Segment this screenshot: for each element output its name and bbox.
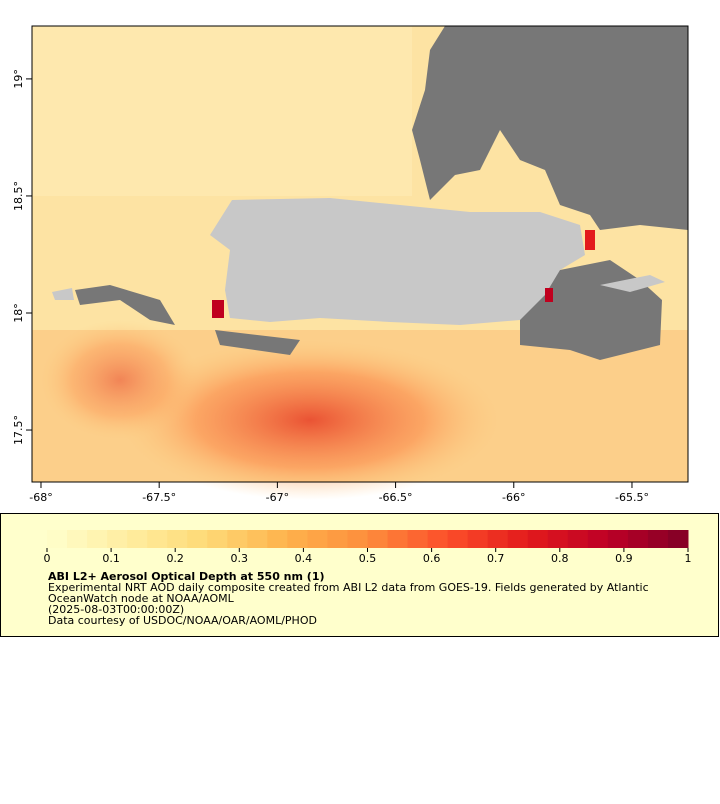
colorbar-segment xyxy=(267,530,288,548)
colorbar-tick-label: 1 xyxy=(685,552,692,565)
x-tick-label: -66.5° xyxy=(379,491,413,504)
colorbar-segment xyxy=(227,530,248,548)
x-tick-label: -67° xyxy=(266,491,289,504)
map-raster xyxy=(32,26,688,500)
colorbar-segment xyxy=(127,530,148,548)
colorbar-segment xyxy=(307,530,328,548)
colorbar-segment xyxy=(107,530,128,548)
colorbar-segment xyxy=(327,530,348,548)
colorbar-tick-label: 0.3 xyxy=(231,552,249,565)
colorbar-segment xyxy=(487,530,509,548)
colorbar-segment xyxy=(507,530,529,548)
colorbar-segment xyxy=(627,530,649,548)
colorbar-segment xyxy=(567,530,589,548)
colorbar-tick-label: 0 xyxy=(44,552,51,565)
colorbar-segment xyxy=(607,530,629,548)
legend-line: Experimental NRT AOD daily composite cre… xyxy=(48,581,649,594)
colorbar-segment xyxy=(527,530,549,548)
x-tick-label: -66° xyxy=(502,491,525,504)
colorbar-tick-label: 0.9 xyxy=(615,552,633,565)
colorbar-tick-label: 0.8 xyxy=(551,552,569,565)
colorbar-segment xyxy=(87,530,108,548)
colorbar-segment xyxy=(547,530,569,548)
colorbar-segment xyxy=(147,530,168,548)
x-tick-label: -67.5° xyxy=(142,491,176,504)
colorbar-segment xyxy=(47,530,68,548)
colorbar-segment xyxy=(467,530,489,548)
colorbar-segment xyxy=(67,530,88,548)
colorbar-segment xyxy=(587,530,609,548)
y-tick-label: 17.5° xyxy=(12,415,25,445)
legend-line: OceanWatch node at NOAA/AOML xyxy=(48,592,235,605)
colorbar-segment xyxy=(407,530,429,548)
colorbar-segment xyxy=(207,530,228,548)
colorbar-tick-label: 0.1 xyxy=(102,552,120,565)
map-frame xyxy=(31,25,689,483)
colorbar-tick-label: 0.2 xyxy=(166,552,184,565)
colorbar-segment xyxy=(427,530,449,548)
x-tick-label: -65.5° xyxy=(615,491,649,504)
x-tick-label: -68° xyxy=(29,491,52,504)
colorbar-tick-label: 0.4 xyxy=(295,552,313,565)
legend-title: ABI L2+ Aerosol Optical Depth at 550 nm … xyxy=(48,570,325,583)
y-tick-label: 18.5° xyxy=(12,181,25,211)
colorbar-segment xyxy=(167,530,188,548)
colorbar-segment xyxy=(247,530,268,548)
legend-line: Data courtesy of USDOC/NOAA/OAR/AOML/PHO… xyxy=(48,614,317,627)
colorbar-segment xyxy=(447,530,469,548)
y-tick-label: 18° xyxy=(12,303,25,323)
legend-line: (2025-08-03T00:00:00Z) xyxy=(48,603,184,616)
colorbar-segment xyxy=(647,530,669,548)
colorbar-segment xyxy=(287,530,308,548)
y-tick-label: 19° xyxy=(12,69,25,89)
colorbar-tick-label: 0.5 xyxy=(359,552,377,565)
colorbar-tick-label: 0.6 xyxy=(423,552,441,565)
colorbar-segment xyxy=(387,530,409,548)
colorbar-segment xyxy=(187,530,208,548)
colorbar-tick-label: 0.7 xyxy=(487,552,505,565)
colorbar-segment xyxy=(347,530,368,548)
colorbar-segment xyxy=(367,530,389,548)
colorbar-segment xyxy=(667,530,689,548)
